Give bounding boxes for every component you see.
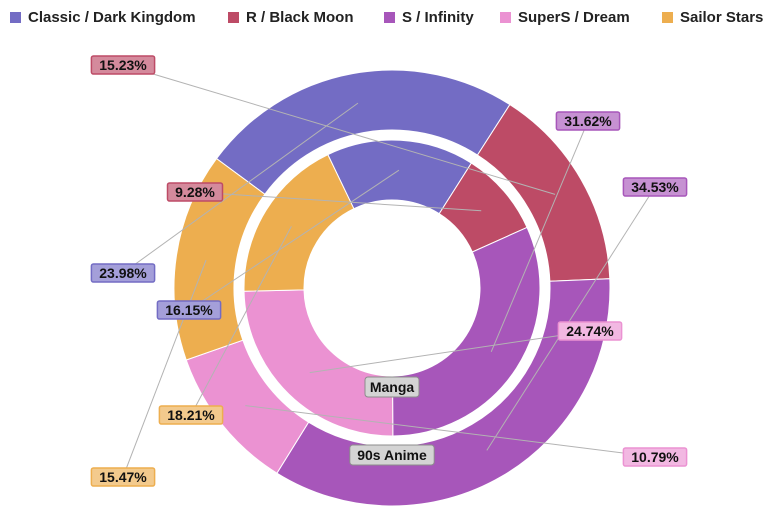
legend-swatch	[228, 12, 239, 23]
data-label: 31.62%	[555, 111, 621, 131]
legend-swatch	[662, 12, 673, 23]
inner-slice-3[interactable]	[391, 226, 541, 437]
data-label-text: 18.21%	[167, 407, 215, 423]
data-label-text: 9.28%	[175, 184, 215, 200]
leader-line	[245, 405, 656, 458]
series-label-box	[364, 376, 420, 398]
slices	[173, 69, 611, 507]
legend-label: Classic / Dark Kingdom	[28, 9, 196, 26]
data-label-text: 15.47%	[99, 469, 147, 485]
legend-item-supers[interactable]: SuperS / Dream	[500, 9, 630, 26]
ring-separator	[234, 130, 550, 446]
data-label-box	[90, 55, 156, 75]
legend-label: Sailor Stars	[680, 9, 764, 26]
data-label-text: 31.62%	[564, 113, 612, 129]
leader-line	[122, 102, 359, 274]
series-label-box	[349, 444, 435, 466]
legend-item-classic[interactable]: Classic / Dark Kingdom	[10, 9, 196, 26]
data-label-box	[90, 467, 156, 487]
leader-line	[490, 120, 589, 353]
legend-swatch	[500, 12, 511, 23]
inner-slice-4[interactable]	[243, 289, 394, 437]
data-label: 18.21%	[158, 405, 224, 425]
data-label: 34.53%	[622, 177, 688, 197]
data-label-text: 15.23%	[99, 57, 147, 73]
data-label-text: 16.15%	[165, 302, 213, 318]
legend-item-r[interactable]: R / Black Moon	[228, 9, 354, 26]
leader-line	[194, 191, 482, 212]
legend-label: SuperS / Dream	[518, 9, 630, 26]
data-label-box	[166, 182, 224, 202]
leader-line	[309, 330, 591, 374]
series-label-text: Manga	[370, 379, 415, 395]
legend-swatch	[10, 12, 21, 23]
data-label-box	[156, 300, 222, 320]
data-label-text: 34.53%	[631, 179, 679, 195]
data-label-box	[90, 263, 156, 283]
data-label: 10.79%	[622, 447, 688, 467]
leader-lines	[122, 64, 656, 478]
series-label-text: 90s Anime	[357, 447, 427, 463]
legend-item-stars[interactable]: Sailor Stars	[662, 9, 763, 26]
data-label-text: 24.74%	[566, 323, 614, 339]
legend-item-s[interactable]: S / Infinity	[384, 9, 474, 26]
data-labels: 23.98% 15.23% 34.53% 10.79% 15.47% 16.15% 9.28…	[90, 55, 688, 487]
legend-swatch	[384, 12, 395, 23]
data-label-box	[158, 405, 224, 425]
data-label: 15.47%	[90, 467, 156, 487]
data-label-text: 10.79%	[631, 449, 679, 465]
chart-legend: Classic / Dark Kingdom R / Black Moon S …	[0, 0, 768, 34]
legend-label: S / Infinity	[402, 9, 474, 26]
leader-line	[122, 64, 556, 195]
data-label: 9.28%	[166, 182, 224, 202]
leader-line	[486, 186, 656, 451]
data-label: 24.74%	[557, 321, 623, 341]
data-label-box	[555, 111, 621, 131]
data-label-box	[557, 321, 623, 341]
series-label-outer: 90s Anime	[349, 444, 435, 466]
data-label-text: 23.98%	[99, 265, 147, 281]
data-label: 16.15%	[156, 300, 222, 320]
leader-line	[190, 226, 292, 416]
data-label-box	[622, 177, 688, 197]
data-label: 15.23%	[90, 55, 156, 75]
series-label-inner: Manga	[364, 376, 420, 398]
leader-line	[122, 259, 207, 478]
legend-label: R / Black Moon	[246, 9, 354, 26]
data-label-box	[622, 447, 688, 467]
leader-line	[188, 169, 400, 311]
data-label: 23.98%	[90, 263, 156, 283]
inner-slice-5[interactable]	[243, 153, 355, 292]
